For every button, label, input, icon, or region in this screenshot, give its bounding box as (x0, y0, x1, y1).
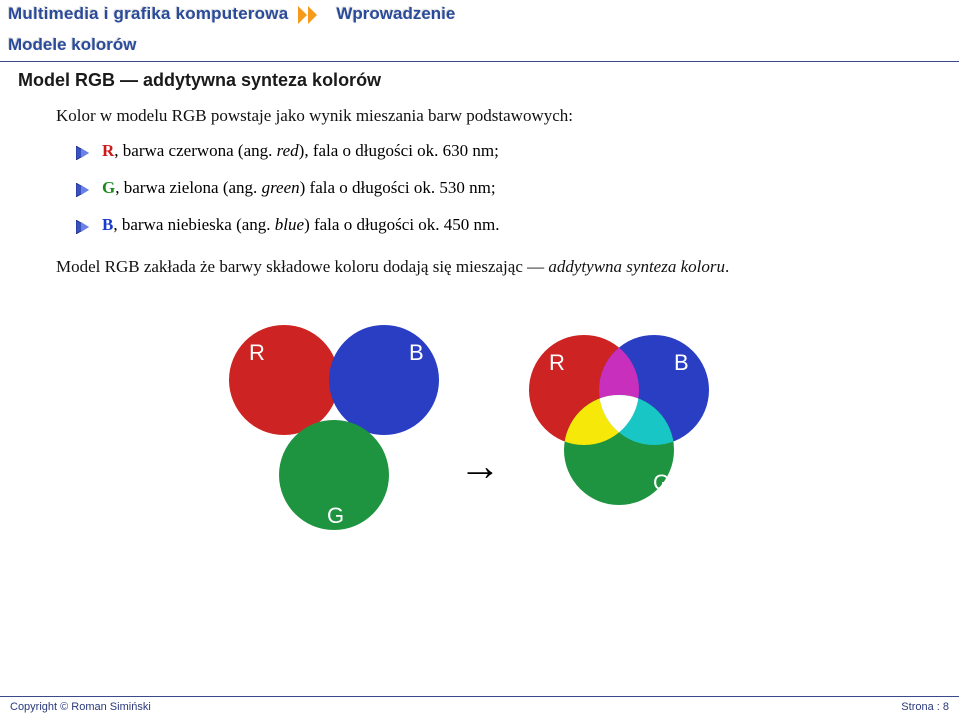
bullet-letter: R (102, 141, 114, 160)
svg-text:R: R (249, 340, 265, 365)
content-area: Model RGB — addytywna synteza kolorów Ko… (0, 60, 959, 575)
bullet-letter: G (102, 178, 115, 197)
course-title: Multimedia i grafika komputerowa (8, 4, 288, 24)
bullet-item: G, barwa zielona (ang. green) fala o dłu… (76, 177, 919, 204)
page-number: Strona : 8 (901, 701, 949, 713)
svg-text:G: G (327, 503, 344, 528)
bullet-item: R, barwa czerwona (ang. red), fala o dłu… (76, 140, 919, 167)
bullet-text: B, barwa niebieska (ang. blue) fala o dł… (102, 214, 500, 237)
svg-text:B: B (409, 340, 424, 365)
slide-footer: Copyright © Roman Simiński Strona : 8 (0, 696, 959, 719)
bullet-marker-icon (76, 144, 92, 167)
page-title: Model RGB — addytywna synteza kolorów (18, 70, 919, 91)
header-divider (0, 61, 959, 62)
intro-text: Kolor w modelu RGB powstaje jako wynik m… (56, 105, 919, 128)
copyright-text: Copyright © Roman Simiński (10, 701, 151, 713)
bullet-item: B, barwa niebieska (ang. blue) fala o dł… (76, 214, 919, 241)
header-top-row: Multimedia i grafika komputerowa Wprowad… (0, 0, 959, 29)
chevron-icon (298, 6, 326, 29)
summary-text: Model RGB zakłada że barwy składowe kolo… (56, 255, 919, 279)
svg-text:G: G (653, 470, 670, 495)
subtitle: Modele kolorów (0, 29, 959, 55)
bullet-text: R, barwa czerwona (ang. red), fala o dłu… (102, 140, 499, 163)
bullet-marker-icon (76, 218, 92, 241)
section-label: Wprowadzenie (336, 4, 455, 24)
slide-header: Multimedia i grafika komputerowa Wprowad… (0, 0, 959, 60)
bullet-list: R, barwa czerwona (ang. red), fala o dłu… (76, 140, 919, 241)
svg-text:B: B (674, 350, 689, 375)
rgb-svg: R B G → (169, 305, 769, 575)
bullet-marker-icon (76, 181, 92, 204)
bullet-text: G, barwa zielona (ang. green) fala o dłu… (102, 177, 496, 200)
rgb-diagram: R B G → (169, 305, 769, 575)
svg-text:→: → (459, 442, 501, 489)
bullet-letter: B (102, 215, 113, 234)
svg-text:R: R (549, 350, 565, 375)
